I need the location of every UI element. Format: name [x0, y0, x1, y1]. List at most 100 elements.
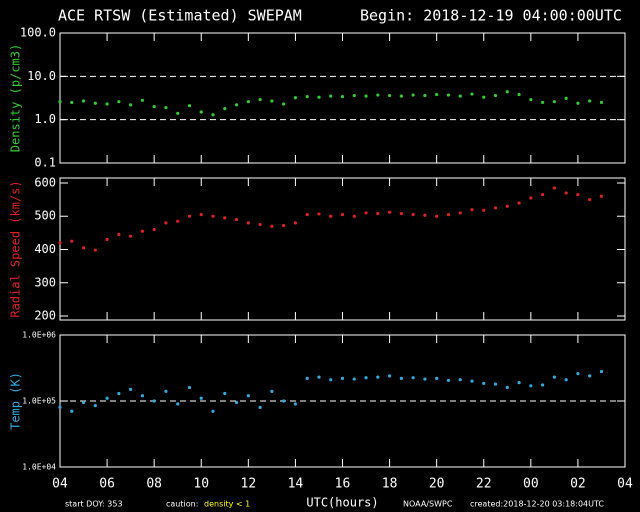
data-point	[317, 375, 321, 379]
data-point	[541, 100, 545, 105]
data-point	[399, 94, 403, 98]
data-point	[411, 93, 415, 97]
data-point	[505, 385, 509, 390]
data-point	[364, 94, 368, 98]
x-tick-label: 12	[241, 477, 257, 492]
caution-note: density < 1	[204, 500, 250, 509]
data-point	[517, 201, 521, 205]
y-tick-label: 1.0	[34, 112, 56, 126]
data-point	[105, 237, 109, 242]
data-point	[223, 107, 227, 111]
data-point	[329, 378, 333, 382]
y-tick-label: 600	[34, 175, 56, 189]
data-point	[234, 400, 239, 405]
data-point	[317, 212, 321, 216]
data-point	[329, 94, 333, 98]
data-point	[493, 382, 498, 386]
data-point	[552, 186, 556, 190]
data-point	[187, 104, 192, 108]
data-point	[293, 221, 298, 225]
data-point	[470, 379, 474, 383]
data-point	[129, 387, 133, 391]
data-point	[293, 96, 298, 100]
data-point	[387, 210, 392, 214]
data-point	[164, 105, 168, 110]
data-point	[517, 92, 521, 97]
data-point	[140, 98, 144, 102]
data-point	[270, 99, 274, 103]
data-point	[152, 105, 156, 109]
data-point	[152, 227, 156, 232]
data-point	[81, 246, 86, 250]
data-point	[435, 214, 439, 218]
data-point	[423, 93, 427, 98]
data-point	[81, 99, 86, 103]
begin-time: Begin: 2018-12-19 04:00:00UTC	[360, 7, 622, 25]
data-point	[458, 94, 462, 98]
data-point	[176, 111, 180, 115]
data-point	[529, 196, 533, 200]
data-point	[246, 221, 250, 225]
data-point	[176, 219, 180, 223]
source: NOAA/SWPC	[403, 500, 453, 509]
data-point	[270, 389, 274, 393]
data-point	[423, 377, 427, 381]
y-tick-label: 1.0E+04	[22, 463, 56, 472]
data-point	[246, 394, 250, 398]
data-point	[564, 191, 568, 195]
x-tick-label: 16	[335, 477, 351, 492]
data-point	[340, 95, 345, 99]
y-tick-label: 10.0	[27, 69, 56, 83]
x-tick-label: 18	[382, 477, 398, 492]
data-point	[599, 194, 604, 198]
caution: caution:	[166, 500, 198, 509]
data-point	[282, 399, 286, 403]
data-point	[387, 93, 392, 98]
data-point	[470, 92, 474, 96]
data-point	[376, 211, 380, 216]
data-point	[541, 383, 545, 387]
x-tick-label: 08	[146, 477, 162, 492]
data-point	[187, 214, 192, 218]
data-point	[223, 216, 227, 220]
data-point	[176, 402, 180, 406]
data-point	[105, 396, 109, 400]
data-point	[164, 221, 168, 225]
data-point	[58, 241, 62, 245]
data-point	[246, 100, 250, 104]
data-point	[117, 391, 121, 396]
plot-frame	[59, 177, 626, 321]
data-point	[435, 92, 439, 97]
data-point	[364, 376, 368, 380]
data-point	[211, 113, 215, 117]
data-point	[93, 101, 97, 105]
data-point	[576, 101, 580, 105]
y-tick-label: 400	[34, 242, 56, 256]
data-point	[493, 206, 498, 210]
data-point	[223, 391, 227, 396]
data-point	[352, 214, 356, 218]
data-point	[505, 204, 509, 208]
x-tick-label: 04	[52, 477, 68, 492]
data-point	[140, 229, 144, 233]
data-point	[93, 248, 97, 252]
y-tick-label: 0.1	[34, 156, 56, 170]
data-point	[58, 405, 62, 409]
x-axis-label: UTC(hours)	[306, 496, 378, 510]
data-point	[399, 211, 403, 216]
x-tick-label: 06	[99, 477, 115, 492]
x-tick-label: 22	[476, 477, 492, 492]
data-point	[199, 396, 203, 400]
data-point	[376, 93, 380, 97]
data-point	[529, 98, 533, 102]
data-point	[458, 378, 462, 382]
y-axis-label: Density (p/cm3)	[9, 44, 23, 152]
y-tick-label: 1.0E+05	[22, 397, 56, 406]
data-point	[364, 211, 368, 215]
data-point	[435, 376, 439, 381]
data-point	[399, 376, 403, 381]
data-point	[482, 208, 486, 212]
created: created:2018-12-20 03:18:04UTC	[470, 500, 604, 509]
data-point	[164, 389, 168, 393]
data-point	[446, 93, 451, 97]
